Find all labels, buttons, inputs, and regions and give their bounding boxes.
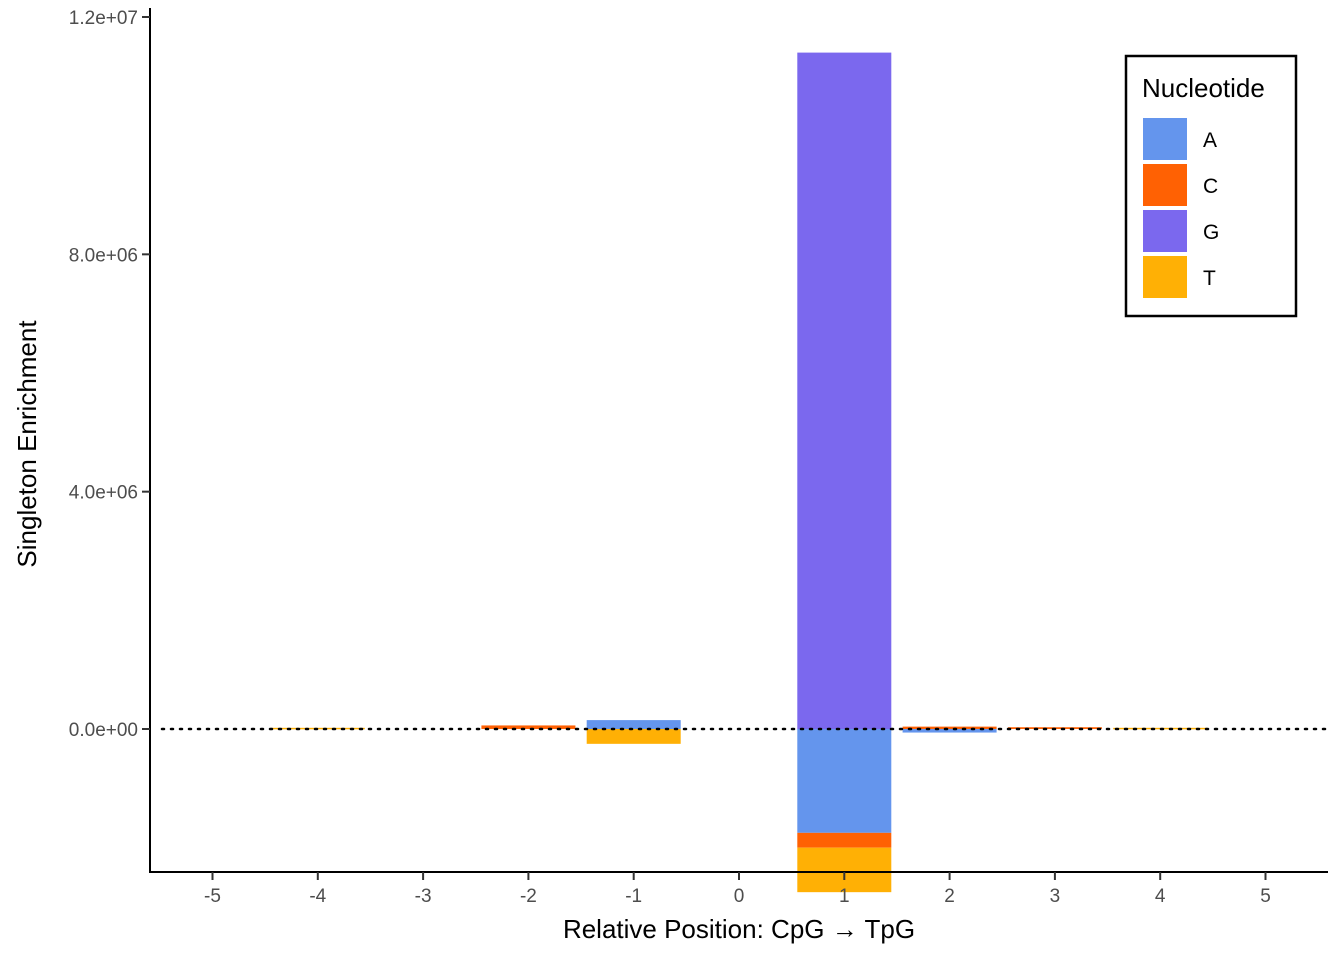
x-tick-label: -3: [415, 886, 432, 907]
x-axis-ticks: -5 -4 -3 -2 -1 0 1 2 3 4 5: [204, 872, 1271, 907]
x-tick-label: 5: [1260, 886, 1271, 907]
y-axis-ticks: 0.0e+00 4.0e+06 8.0e+06 1.2e+07: [69, 8, 150, 741]
x-tick-label: -1: [625, 886, 642, 907]
bar-A-pos1: [797, 729, 892, 833]
legend-label-G: G: [1203, 221, 1219, 244]
bar-A-pos2: [902, 729, 997, 733]
x-tick-label: 3: [1050, 886, 1061, 907]
legend-label-T: T: [1203, 267, 1216, 290]
x-tick-label: -2: [520, 886, 537, 907]
y-axis-title: Singleton Enrichment: [12, 320, 42, 568]
bar-A-pos-1: [586, 720, 681, 729]
x-tick-label: -4: [309, 886, 326, 907]
x-tick-label: 1: [839, 886, 850, 907]
legend-label-C: C: [1203, 175, 1218, 198]
bar-C-pos2: [902, 726, 997, 729]
bar-T-pos1: [797, 847, 892, 893]
bar-T-pos-1: [586, 729, 681, 744]
legend-title: Nucleotide: [1142, 73, 1265, 103]
x-tick-label: 2: [944, 886, 955, 907]
legend-label-A: A: [1203, 129, 1217, 152]
y-tick-label: 4.0e+06: [69, 483, 138, 504]
x-tick-label: 0: [734, 886, 745, 907]
legend-swatch-T: [1143, 256, 1187, 298]
x-tick-label: -5: [204, 886, 221, 907]
bar-G-pos1: [797, 52, 892, 730]
y-tick-label: 1.2e+07: [69, 8, 138, 29]
x-tick-label: 4: [1155, 886, 1166, 907]
y-tick-label: 0.0e+00: [69, 720, 138, 741]
bar-C-pos1: [797, 832, 892, 848]
y-tick-label: 8.0e+06: [69, 245, 138, 266]
x-axis-title: Relative Position: CpG → TpG: [563, 914, 915, 944]
bars-layer: [270, 52, 1208, 893]
legend-swatch-C: [1143, 164, 1187, 206]
legend-swatch-A: [1143, 118, 1187, 160]
legend-swatch-G: [1143, 210, 1187, 252]
bar-C-pos-2: [481, 725, 576, 729]
